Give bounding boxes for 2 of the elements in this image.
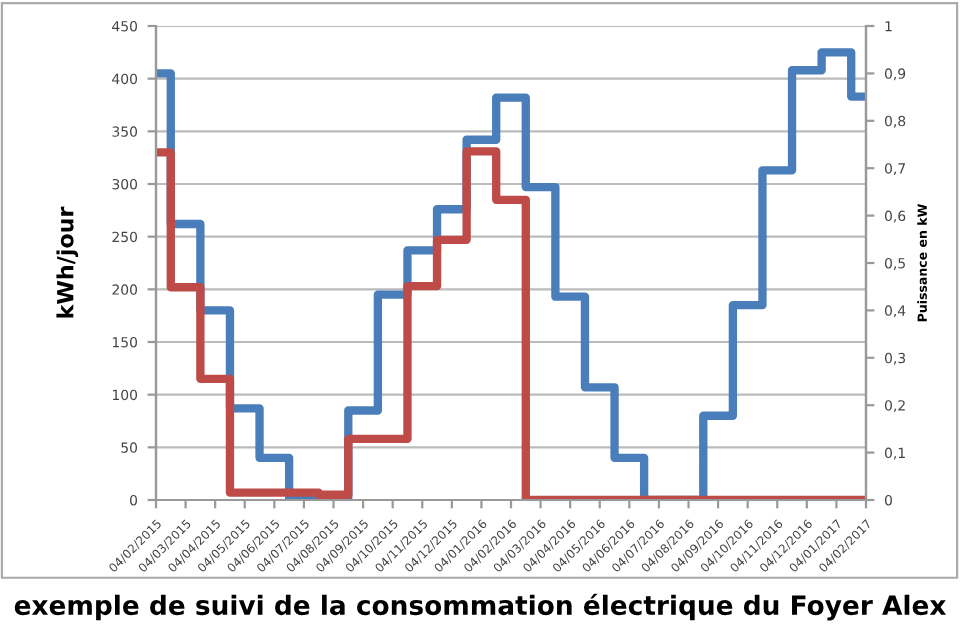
y-axis-title: kWh/jour [56,206,79,318]
text: exemple de suivi de la consommation électrique du Foyer Alex [14,593,947,621]
